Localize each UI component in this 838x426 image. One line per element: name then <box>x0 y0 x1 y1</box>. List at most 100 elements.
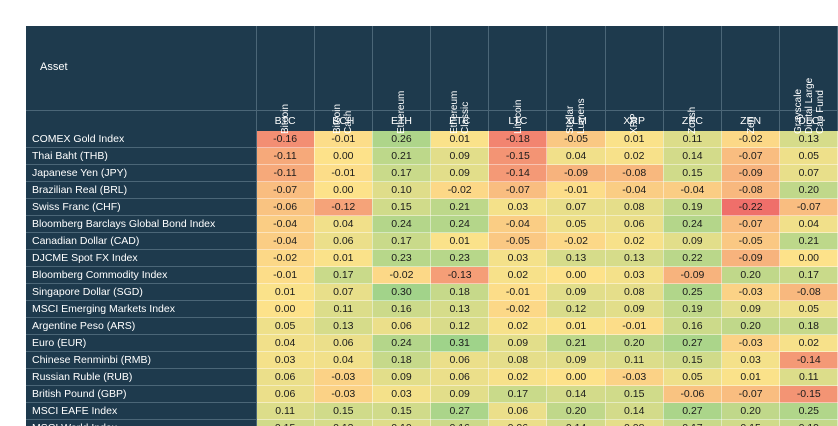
heatmap-cell: 0.13 <box>430 300 490 318</box>
row-label: COMEX Gold Index <box>26 131 257 148</box>
heatmap-cell: -0.08 <box>779 283 838 301</box>
heatmap-cell: -0.01 <box>488 283 548 301</box>
heatmap-cell: 0.03 <box>372 385 432 403</box>
heatmap-cell: 0.24 <box>430 215 490 233</box>
heatmap-cell: 0.20 <box>721 266 781 284</box>
table-row: Russian Ruble (RUB) 0.06 -0.03 0.09 0.06 0.02… <box>26 368 838 386</box>
heatmap-cell: 0.23 <box>430 249 490 267</box>
heatmap-cell: -0.02 <box>430 181 490 199</box>
heatmap-cell: 0.05 <box>779 147 838 165</box>
row-label: Bloomberg Barclays Global Bond Index <box>26 215 257 233</box>
heatmap-cell: 0.19 <box>663 198 723 216</box>
heatmap-cell: 0.07 <box>779 164 838 182</box>
heatmap-cell: 0.03 <box>488 249 548 267</box>
heatmap-cell: 0.12 <box>430 317 490 335</box>
row-label: Chinese Renminbi (RMB) <box>26 351 257 369</box>
column-header-etc: Ethereum Classic <box>430 26 490 134</box>
heatmap-cell: 0.14 <box>605 402 664 420</box>
row-label: Brazilian Real (BRL) <box>26 181 257 199</box>
heatmap-cell: 0.25 <box>779 402 838 420</box>
column-name: Ethereum Classic <box>448 90 471 134</box>
heatmap-cell: -0.02 <box>546 232 606 250</box>
heatmap-cell: -0.06 <box>256 198 315 216</box>
heatmap-cell: -0.04 <box>488 215 548 233</box>
heatmap-cell: -0.09 <box>546 164 606 182</box>
heatmap-cell: 0.09 <box>663 232 723 250</box>
heatmap-cell: 0.06 <box>256 368 315 386</box>
heatmap-cell: 0.03 <box>605 266 664 284</box>
heatmap-cell: -0.09 <box>663 266 723 284</box>
heatmap-cell: -0.02 <box>372 266 432 284</box>
heatmap-cell: -0.05 <box>488 232 548 250</box>
heatmap-cell: -0.13 <box>430 266 490 284</box>
row-label: Japanese Yen (JPY) <box>26 164 257 182</box>
table-row: Brazilian Real (BRL) -0.07 0.00 0.10 -0.02 -0… <box>26 181 838 199</box>
column-header-eth: Ethereum <box>372 26 432 134</box>
heatmap-cell: 0.27 <box>430 402 490 420</box>
row-label: MSCI Emerging Markets Index <box>26 300 257 318</box>
heatmap-cell: -0.07 <box>721 385 781 403</box>
heatmap-cell: 0.11 <box>663 131 723 148</box>
heatmap-cell: 0.18 <box>372 351 432 369</box>
heatmap-cell: 0.06 <box>605 215 664 233</box>
heatmap-cell: 0.15 <box>663 164 723 182</box>
heatmap-cell: -0.09 <box>721 249 781 267</box>
heatmap-cell: 0.14 <box>546 385 606 403</box>
heatmap-cell: 0.02 <box>488 368 548 386</box>
table-row: MSCI EAFE Index 0.11 0.15 0.15 0.27 0.06 0.20 0… <box>26 402 838 420</box>
heatmap-cell: 0.15 <box>721 419 781 426</box>
heatmap-cell: 0.09 <box>721 300 781 318</box>
heatmap-cell: 0.06 <box>430 368 490 386</box>
heatmap-cell: 0.19 <box>779 419 838 426</box>
heatmap-cell: 0.26 <box>372 131 432 148</box>
heatmap-cell: -0.04 <box>256 215 315 233</box>
heatmap-cell: -0.15 <box>779 385 838 403</box>
heatmap-cell: 0.27 <box>663 402 723 420</box>
heatmap-cell: 0.05 <box>663 368 723 386</box>
column-symbol: BCH <box>314 110 373 131</box>
column-symbol: ZEC <box>663 110 723 131</box>
heatmap-cell: 0.04 <box>779 215 838 233</box>
heatmap-cell: 0.10 <box>372 181 432 199</box>
heatmap-cell: 0.08 <box>605 198 664 216</box>
column-header-zec: Zcash <box>663 26 723 134</box>
heatmap-cell: 0.21 <box>546 334 606 352</box>
column-symbol: XLM <box>546 110 606 131</box>
table-row: DJCME Spot FX Index -0.02 0.01 0.23 0.23 0.03… <box>26 249 838 267</box>
column-symbol: ZEN <box>721 110 781 131</box>
heatmap-cell: 0.17 <box>372 232 432 250</box>
heatmap-cell: 0.17 <box>488 385 548 403</box>
heatmap-cell: -0.01 <box>314 131 373 148</box>
heatmap-cell: 0.21 <box>779 232 838 250</box>
heatmap-cell: 0.04 <box>314 215 373 233</box>
heatmap-cell: 0.04 <box>546 147 606 165</box>
heatmap-cell: -0.05 <box>546 131 606 148</box>
heatmap-cell: 0.07 <box>314 283 373 301</box>
heatmap-cell: -0.14 <box>488 164 548 182</box>
heatmap-cell: 0.11 <box>779 368 838 386</box>
heatmap-cell: 0.27 <box>663 334 723 352</box>
heatmap-cell: -0.03 <box>721 334 781 352</box>
heatmap-cell: 0.14 <box>663 147 723 165</box>
heatmap-cell: 0.02 <box>605 232 664 250</box>
heatmap-cell: 0.10 <box>372 419 432 426</box>
heatmap-table: Asset Bitcoin Bitcoin Cash Ethereum Ethereu… <box>26 26 838 426</box>
heatmap-cell: 0.30 <box>372 283 432 301</box>
table-row: Euro (EUR) 0.04 0.06 0.24 0.31 0.09 0.21 0.20 0.… <box>26 334 838 352</box>
heatmap-cell: 0.05 <box>546 215 606 233</box>
table-row: MSCI World Index0.150.130.100.160.060.14… <box>26 419 838 426</box>
row-label: Thai Baht (THB) <box>26 147 257 165</box>
heatmap-cell: -0.01 <box>256 266 315 284</box>
heatmap-cell: 0.17 <box>663 419 723 426</box>
table-row: Japanese Yen (JPY) -0.11 -0.01 0.17 0.09 -0.1… <box>26 164 838 182</box>
heatmap-cell: -0.04 <box>605 181 664 199</box>
heatmap-cell: 0.13 <box>546 249 606 267</box>
heatmap-cell: 0.06 <box>430 351 490 369</box>
row-label: MSCI World Index <box>26 419 257 426</box>
table-row: British Pound (GBP) 0.06 -0.03 0.03 0.09 0.17… <box>26 385 838 403</box>
header-row: Asset Bitcoin Bitcoin Cash Ethereum Ethereu… <box>26 26 838 134</box>
heatmap-cell: -0.02 <box>488 300 548 318</box>
heatmap-cell: -0.04 <box>256 232 315 250</box>
column-name: Zen <box>745 116 757 134</box>
heatmap-cell: 0.20 <box>546 402 606 420</box>
